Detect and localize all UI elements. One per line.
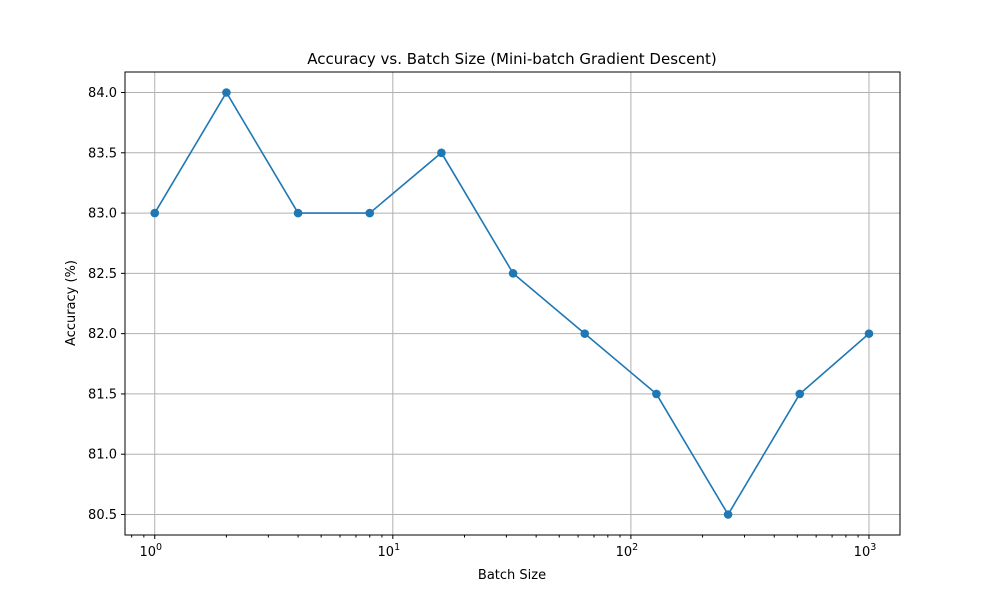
series-line xyxy=(154,90,870,517)
series-layer xyxy=(150,88,874,519)
x-tick-base: 10 xyxy=(378,545,395,560)
x-axis-label: Batch Size xyxy=(478,568,546,583)
data-point xyxy=(652,389,661,399)
x-tick-base: 10 xyxy=(854,545,871,560)
x-tick-exponent: 1 xyxy=(394,542,400,553)
y-tick-label: 81.0 xyxy=(88,448,117,463)
data-point xyxy=(293,208,303,218)
y-tick-label: 83.0 xyxy=(88,207,117,222)
y-tick-label: 82.5 xyxy=(88,267,117,282)
data-point xyxy=(723,510,733,519)
y-tick-label: 83.5 xyxy=(88,146,117,161)
x-tick-exponent: 3 xyxy=(870,542,876,553)
minor-ticks xyxy=(131,535,859,538)
x-tick-base: 10 xyxy=(616,545,633,560)
x-tick-base: 10 xyxy=(139,545,156,560)
data-point xyxy=(437,148,446,158)
data-point xyxy=(580,329,590,338)
x-tick-label: 101 xyxy=(378,542,401,560)
chart-title: Accuracy vs. Batch Size (Mini-batch Grad… xyxy=(307,50,716,68)
data-point xyxy=(508,269,518,278)
data-point xyxy=(365,208,375,218)
y-tick-label: 81.5 xyxy=(88,387,117,402)
x-tick-exponent: 0 xyxy=(156,542,162,553)
plot-frame xyxy=(124,71,901,536)
grid-lines xyxy=(125,72,900,535)
data-point xyxy=(150,208,160,218)
data-point xyxy=(795,389,805,399)
data-point xyxy=(222,88,231,97)
y-tick-label: 84.0 xyxy=(88,86,117,101)
x-tick-label: 100 xyxy=(139,542,162,560)
x-tick-label: 102 xyxy=(616,542,639,560)
y-axis-label: Accuracy (%) xyxy=(64,260,79,346)
y-tick-label: 80.5 xyxy=(88,508,117,523)
y-tick-label: 82.0 xyxy=(88,327,117,342)
x-tick-label: 103 xyxy=(854,542,877,560)
x-tick-exponent: 2 xyxy=(632,542,638,553)
data-point xyxy=(864,329,874,338)
